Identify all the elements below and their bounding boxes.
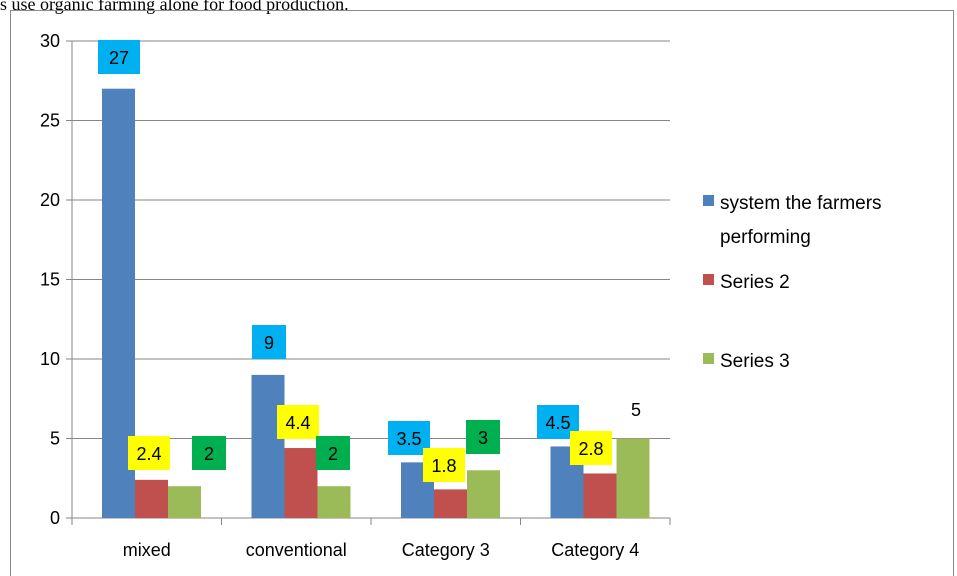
data-label: 4.4 [285,413,310,433]
legend: system the farmers performing Series 2 Seri… [703,193,882,372]
y-tick-label: 15 [40,270,60,290]
legend-swatch [703,353,714,364]
bars [102,88,650,518]
y-tick-label: 30 [40,31,60,51]
x-tick-label: Category 4 [551,540,639,560]
bar [168,486,201,518]
data-label: 27 [109,48,129,68]
data-label-box [466,420,500,454]
data-label: 1.8 [431,456,456,476]
legend-label: performing [720,227,811,248]
legend-label: Series 2 [720,272,790,293]
data-label: 5 [631,400,641,420]
data-label-box [128,436,170,470]
data-label-box [423,448,465,482]
data-label-box [570,431,612,465]
bar [284,448,318,518]
x-tick-label: mixed [123,540,171,560]
data-label-box [98,40,140,74]
data-label-box [316,436,350,470]
bar [616,438,650,518]
x-tick-label: conventional [246,540,347,560]
data-label: 4.5 [545,413,570,433]
bar [467,470,500,518]
data-label: 3.5 [396,429,421,449]
gridlines [72,40,670,439]
y-tick-label: 10 [40,349,60,369]
data-label: 9 [264,333,274,353]
bar [251,374,285,518]
legend-swatch [703,195,714,206]
bar [135,479,168,518]
legend-label: system the farmers [720,193,882,214]
y-tick-label: 25 [40,111,60,131]
y-tick-label: 20 [40,190,60,210]
x-tick-label: Category 3 [402,540,490,560]
bar [583,473,617,518]
bar [317,486,351,518]
bar [434,489,467,518]
data-labels: 27 9 3.5 4.5 2.4 4.4 1.8 2.8 2 2 3 5 [98,40,641,482]
data-label: 2 [204,444,214,464]
legend-label: Series 3 [720,351,790,372]
y-tick-label: 5 [50,429,60,449]
data-label: 2.4 [136,444,161,464]
data-label-box [252,325,286,359]
chart-frame [10,10,954,576]
data-label-box [192,436,226,470]
y-tick-label: 0 [50,508,60,528]
legend-swatch [703,274,714,285]
data-label: 2.8 [578,439,603,459]
data-label: 2 [328,444,338,464]
data-label: 3 [478,428,488,448]
data-label-box [277,405,319,439]
